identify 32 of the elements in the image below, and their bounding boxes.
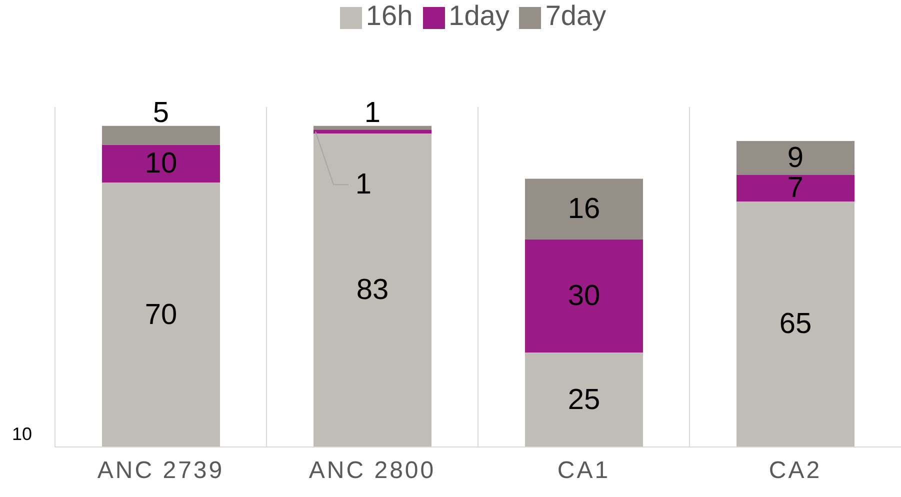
data-label: 7	[787, 172, 804, 204]
bar	[736, 141, 854, 175]
bar	[525, 352, 643, 447]
data-label: 83	[356, 274, 389, 306]
bar	[525, 239, 643, 353]
bar	[102, 126, 220, 145]
x-tick-label: ANC 2739	[97, 457, 224, 484]
data-label: 1	[364, 96, 381, 129]
x-tick-label: CA1	[557, 457, 610, 484]
legend-label: 16h	[366, 0, 413, 31]
bar	[736, 175, 854, 202]
legend-label: 1day	[448, 0, 510, 31]
data-label: 65	[779, 308, 812, 340]
data-label: 1	[355, 168, 372, 201]
text: 10	[12, 424, 32, 445]
data-label: 10	[144, 148, 178, 180]
data-label: 30	[568, 280, 600, 312]
bar	[314, 126, 432, 130]
bar	[314, 130, 432, 134]
bar	[314, 133, 432, 447]
x-tick-label: CA2	[768, 457, 822, 484]
data-label: 25	[568, 384, 600, 416]
data-label: 9	[787, 142, 804, 174]
data-label: 16	[568, 193, 600, 225]
bar	[736, 201, 854, 447]
x-tick-label: ANC 2800	[308, 457, 436, 484]
data-label: 5	[152, 96, 170, 129]
bar	[102, 144, 220, 183]
legend-label: 7day	[545, 0, 606, 31]
bar	[102, 182, 220, 447]
data-label: 70	[144, 298, 178, 331]
bar	[525, 178, 643, 240]
